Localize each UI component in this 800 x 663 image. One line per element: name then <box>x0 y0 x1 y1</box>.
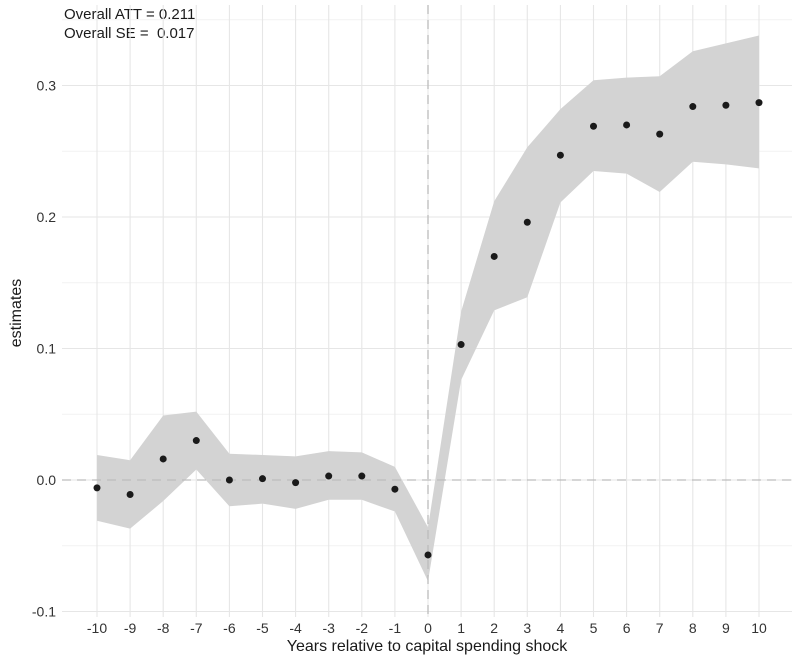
estimate-point <box>325 472 333 480</box>
x-tick-label: -2 <box>356 620 369 636</box>
estimate-point <box>689 103 697 111</box>
x-tick-label: -5 <box>256 620 269 636</box>
y-tick-label: -0.1 <box>32 604 56 620</box>
x-tick-label: 1 <box>457 620 465 636</box>
x-tick-label: -1 <box>389 620 402 636</box>
estimate-point <box>722 101 730 109</box>
x-tick-label: 9 <box>722 620 730 636</box>
estimate-point <box>623 121 631 129</box>
estimate-point <box>556 151 564 159</box>
y-tick-label: 0.3 <box>37 78 57 94</box>
estimate-point <box>259 475 266 483</box>
estimate-points <box>93 99 763 559</box>
confidence-ribbon-layer <box>97 35 759 582</box>
x-tick-label: -9 <box>124 620 137 636</box>
y-axis-label: estimates <box>8 279 25 347</box>
reference-lines <box>62 5 792 617</box>
x-tick-label: 2 <box>490 620 498 636</box>
estimate-point <box>490 252 498 260</box>
overall-att-annotation: Overall ATT = 0.211 <box>64 6 196 23</box>
estimate-point <box>424 551 432 559</box>
estimate-point <box>358 472 366 480</box>
x-tick-label: -10 <box>87 620 107 636</box>
estimate-point <box>126 490 134 498</box>
x-tick-label: -7 <box>190 620 203 636</box>
x-tick-label: 7 <box>656 620 664 636</box>
x-tick-label: 8 <box>689 620 697 636</box>
y-tick-label: 0.0 <box>37 472 57 488</box>
x-tick-label: 5 <box>590 620 598 636</box>
overall-se-annotation: Overall SE = 0.017 <box>64 25 195 42</box>
y-tick-label: 0.2 <box>37 209 57 225</box>
x-tick-label: 10 <box>751 620 767 636</box>
estimate-point <box>656 130 664 138</box>
x-tick-label: 4 <box>557 620 565 636</box>
estimate-point <box>457 341 465 349</box>
confidence-ribbon <box>97 35 759 582</box>
estimate-point <box>225 476 233 484</box>
x-tick-labels: -10 -9 -8 -7 -6 -5 -4 -3 -2 -1 0 1 2 3 4 5 6 7 8 9 10 <box>87 620 767 636</box>
estimate-point <box>391 485 399 493</box>
x-tick-label: -3 <box>322 620 335 636</box>
x-tick-label: -4 <box>289 620 302 636</box>
y-tick-labels: -0.1 0.0 0.1 0.2 0.3 <box>32 78 56 620</box>
x-tick-label: 0 <box>424 620 432 636</box>
estimate-point <box>93 484 101 492</box>
estimate-point <box>523 218 531 226</box>
x-tick-label: 6 <box>623 620 631 636</box>
estimate-point <box>292 479 300 487</box>
estimate-point <box>590 122 597 130</box>
y-tick-label: 0.1 <box>37 341 57 357</box>
estimate-point <box>755 99 763 107</box>
x-tick-label: -6 <box>223 620 236 636</box>
x-tick-label: -8 <box>157 620 170 636</box>
estimate-point <box>159 455 167 463</box>
x-tick-label: 3 <box>523 620 531 636</box>
estimate-point <box>192 437 200 445</box>
x-axis-label: Years relative to capital spending shock <box>287 638 568 655</box>
